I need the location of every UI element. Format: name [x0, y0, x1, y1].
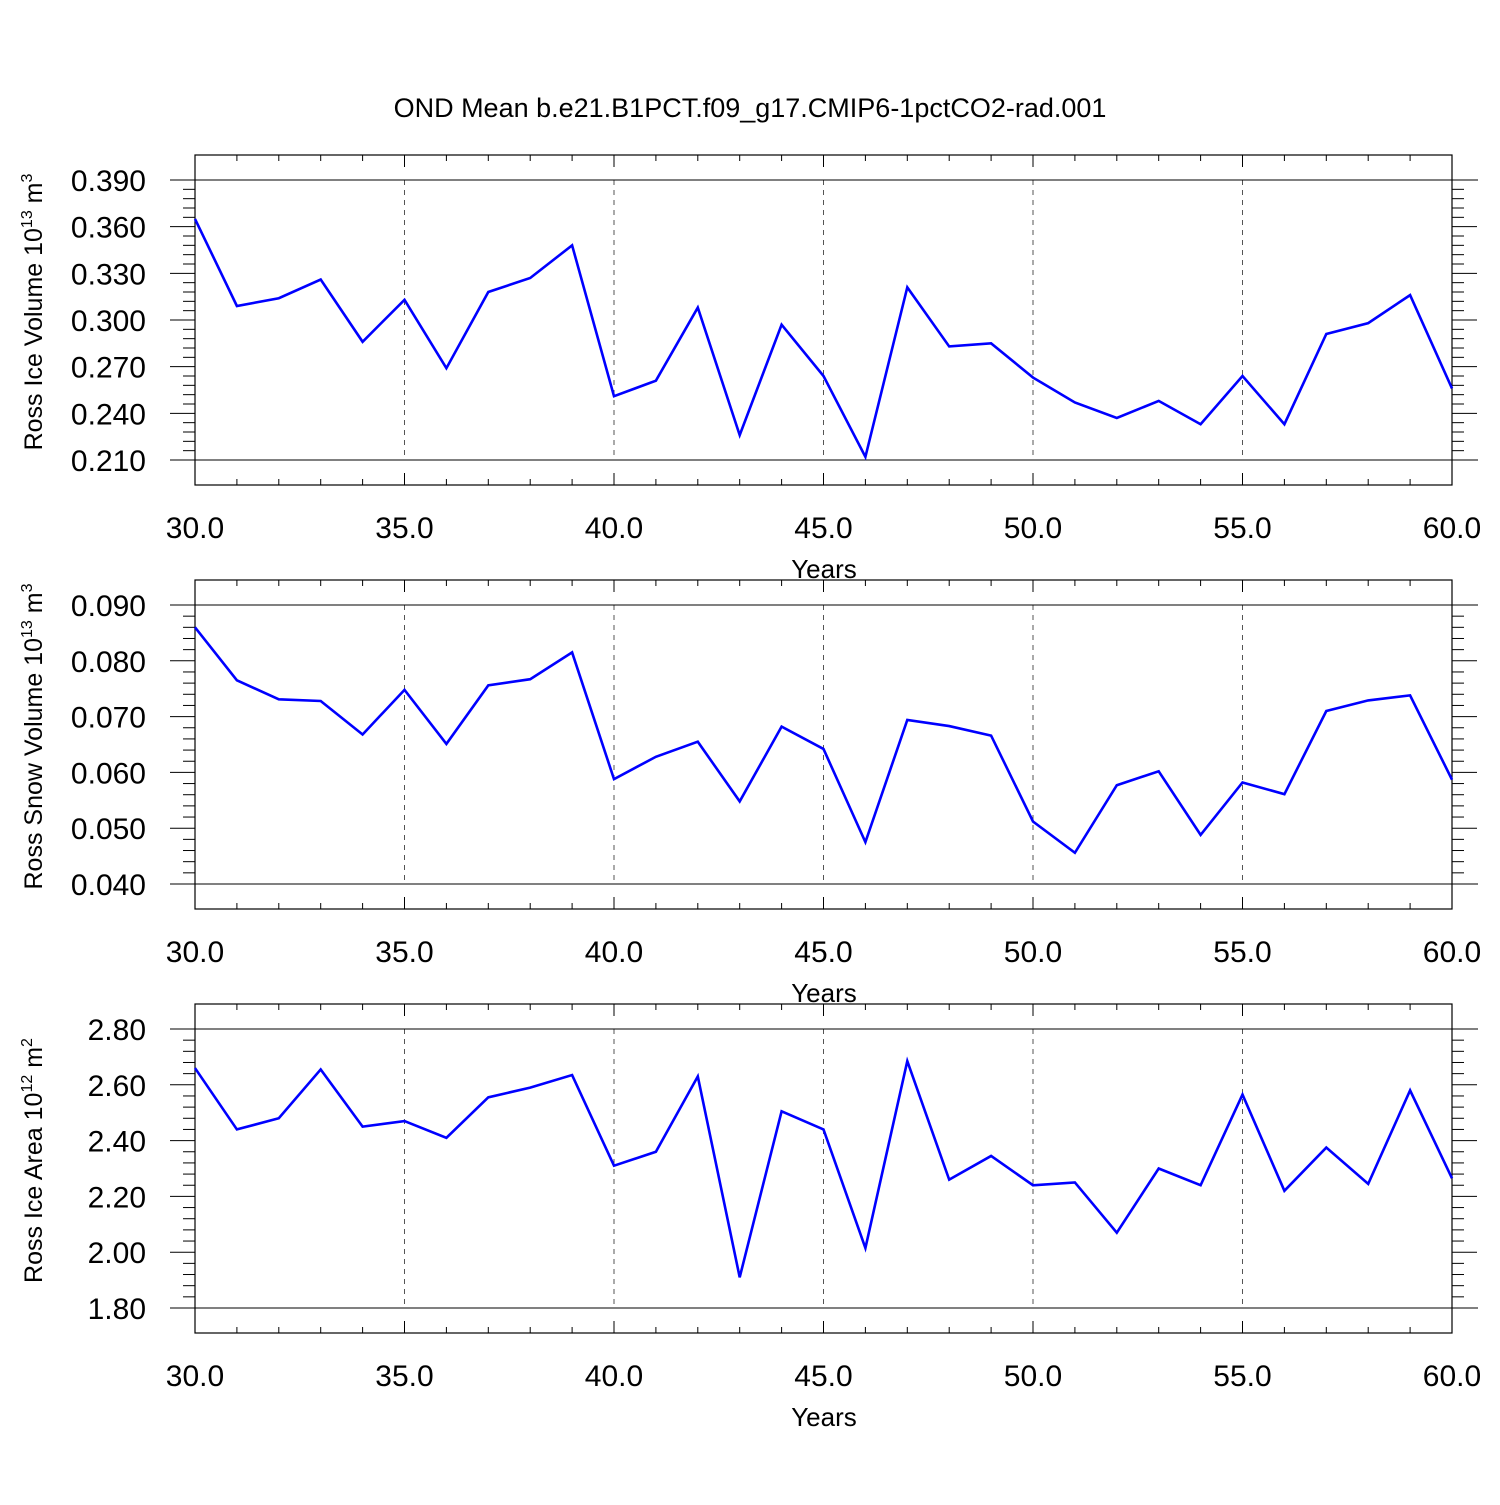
y-axis-label: Ross Ice Volume 1013 m3: [19, 173, 48, 450]
chart-panel-1: 0.210 0.240 0.270 0.300 0.330 0.360 0.390 30.0 3…: [19, 155, 1481, 584]
y-tick-label: 0.060: [71, 757, 146, 790]
y-tick-label: 0.050: [71, 813, 146, 846]
x-tick-label: 45.0: [794, 936, 852, 969]
figure-title: OND Mean b.e21.B1PCT.f09_g17.CMIP6-1pctC…: [394, 93, 1107, 123]
x-tick-label: 50.0: [1004, 512, 1062, 545]
x-tick-label: 60.0: [1423, 512, 1481, 545]
x-tick-label: 55.0: [1213, 512, 1271, 545]
x-tick-label: 40.0: [585, 1360, 643, 1393]
x-tick-label: 45.0: [794, 512, 852, 545]
chart-panel-2: 0.040 0.050 0.060 0.070 0.080 0.090 30.0 35.0 40…: [19, 580, 1481, 1008]
y-tick-label: 2.40: [88, 1126, 146, 1159]
y-axis-label: Ross Snow Volume 1013 m3: [19, 583, 48, 889]
x-tick-label: 30.0: [166, 936, 224, 969]
x-tick-label: 50.0: [1004, 1360, 1062, 1393]
x-tick-label: 55.0: [1213, 1360, 1271, 1393]
y-tick-label: 0.210: [71, 445, 146, 478]
y-tick-label: 0.070: [71, 702, 146, 735]
y-axis-label: Ross Ice Area 1012 m2: [19, 1038, 48, 1283]
y-tick-label: 0.330: [71, 258, 146, 291]
x-tick-label: 30.0: [166, 512, 224, 545]
y-tick-label: 0.040: [71, 869, 146, 902]
y-tick-label: 0.270: [71, 352, 146, 385]
chart-panel-3: 1.80 2.00 2.20 2.40 2.60 2.80 30.0 35.0 40.0 45.0…: [19, 1004, 1481, 1432]
x-tick-label: 30.0: [166, 1360, 224, 1393]
y-tick-label: 0.090: [71, 590, 146, 623]
x-tick-label: 35.0: [375, 512, 433, 545]
y-tick-label: 2.00: [88, 1237, 146, 1270]
y-tick-label: 0.360: [71, 212, 146, 245]
y-tick-label: 2.60: [88, 1070, 146, 1103]
y-tick-label: 1.80: [88, 1293, 146, 1326]
x-tick-label: 40.0: [585, 512, 643, 545]
x-tick-label: 45.0: [794, 1360, 852, 1393]
y-tick-label: 2.20: [88, 1181, 146, 1214]
x-tick-label: 50.0: [1004, 936, 1062, 969]
x-tick-label: 60.0: [1423, 936, 1481, 969]
x-axis-label: Years: [791, 1402, 857, 1432]
y-tick-label: 0.240: [71, 398, 146, 431]
x-tick-label: 60.0: [1423, 1360, 1481, 1393]
y-tick-label: 2.80: [88, 1014, 146, 1047]
y-tick-label: 0.300: [71, 305, 146, 338]
x-tick-label: 35.0: [375, 1360, 433, 1393]
y-tick-label: 0.080: [71, 646, 146, 679]
x-tick-label: 40.0: [585, 936, 643, 969]
y-tick-label: 0.390: [71, 165, 146, 198]
x-tick-label: 55.0: [1213, 936, 1271, 969]
x-tick-label: 35.0: [375, 936, 433, 969]
